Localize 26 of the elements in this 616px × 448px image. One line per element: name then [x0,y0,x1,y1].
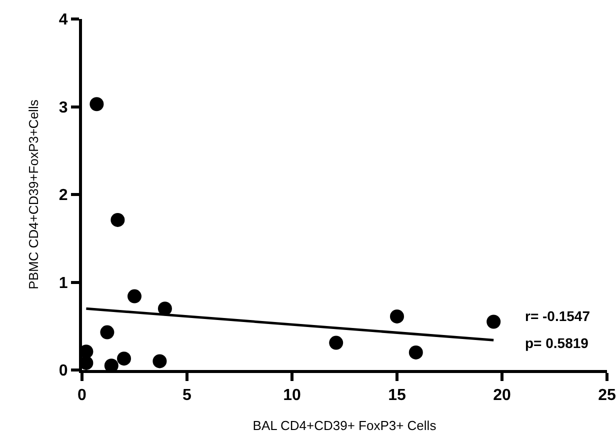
point [390,309,404,324]
point [128,289,142,304]
y-tick-label: 3 [58,99,68,116]
x-tick-label: 15 [388,387,406,404]
point [90,97,104,112]
point [158,302,172,316]
point [110,212,125,227]
x-tick-label: 20 [493,387,511,404]
point [329,336,344,350]
x-axis-title: BAL CD4+CD39+ FoxP3+ Cells [252,418,437,433]
y-tick-label: 4 [58,12,68,29]
point [117,352,131,366]
y-axis-title: PBMC CD4+CD39+FoxP3+Cells [26,99,41,290]
point [152,354,167,368]
x-tick-label: 10 [283,387,301,404]
annotation: p= 0.5819 [525,335,589,351]
x-tick-label: 25 [598,387,616,404]
y-tick-label: 1 [58,274,68,292]
annotation: r= -0.1547 [525,308,590,324]
point [486,314,501,329]
point [408,345,423,360]
y-tick-label: 2 [58,187,68,204]
x-tick-label: 0 [78,387,87,404]
x-tick-label: 5 [182,387,192,404]
point [100,325,114,340]
y-tick-label: 0 [58,362,68,380]
